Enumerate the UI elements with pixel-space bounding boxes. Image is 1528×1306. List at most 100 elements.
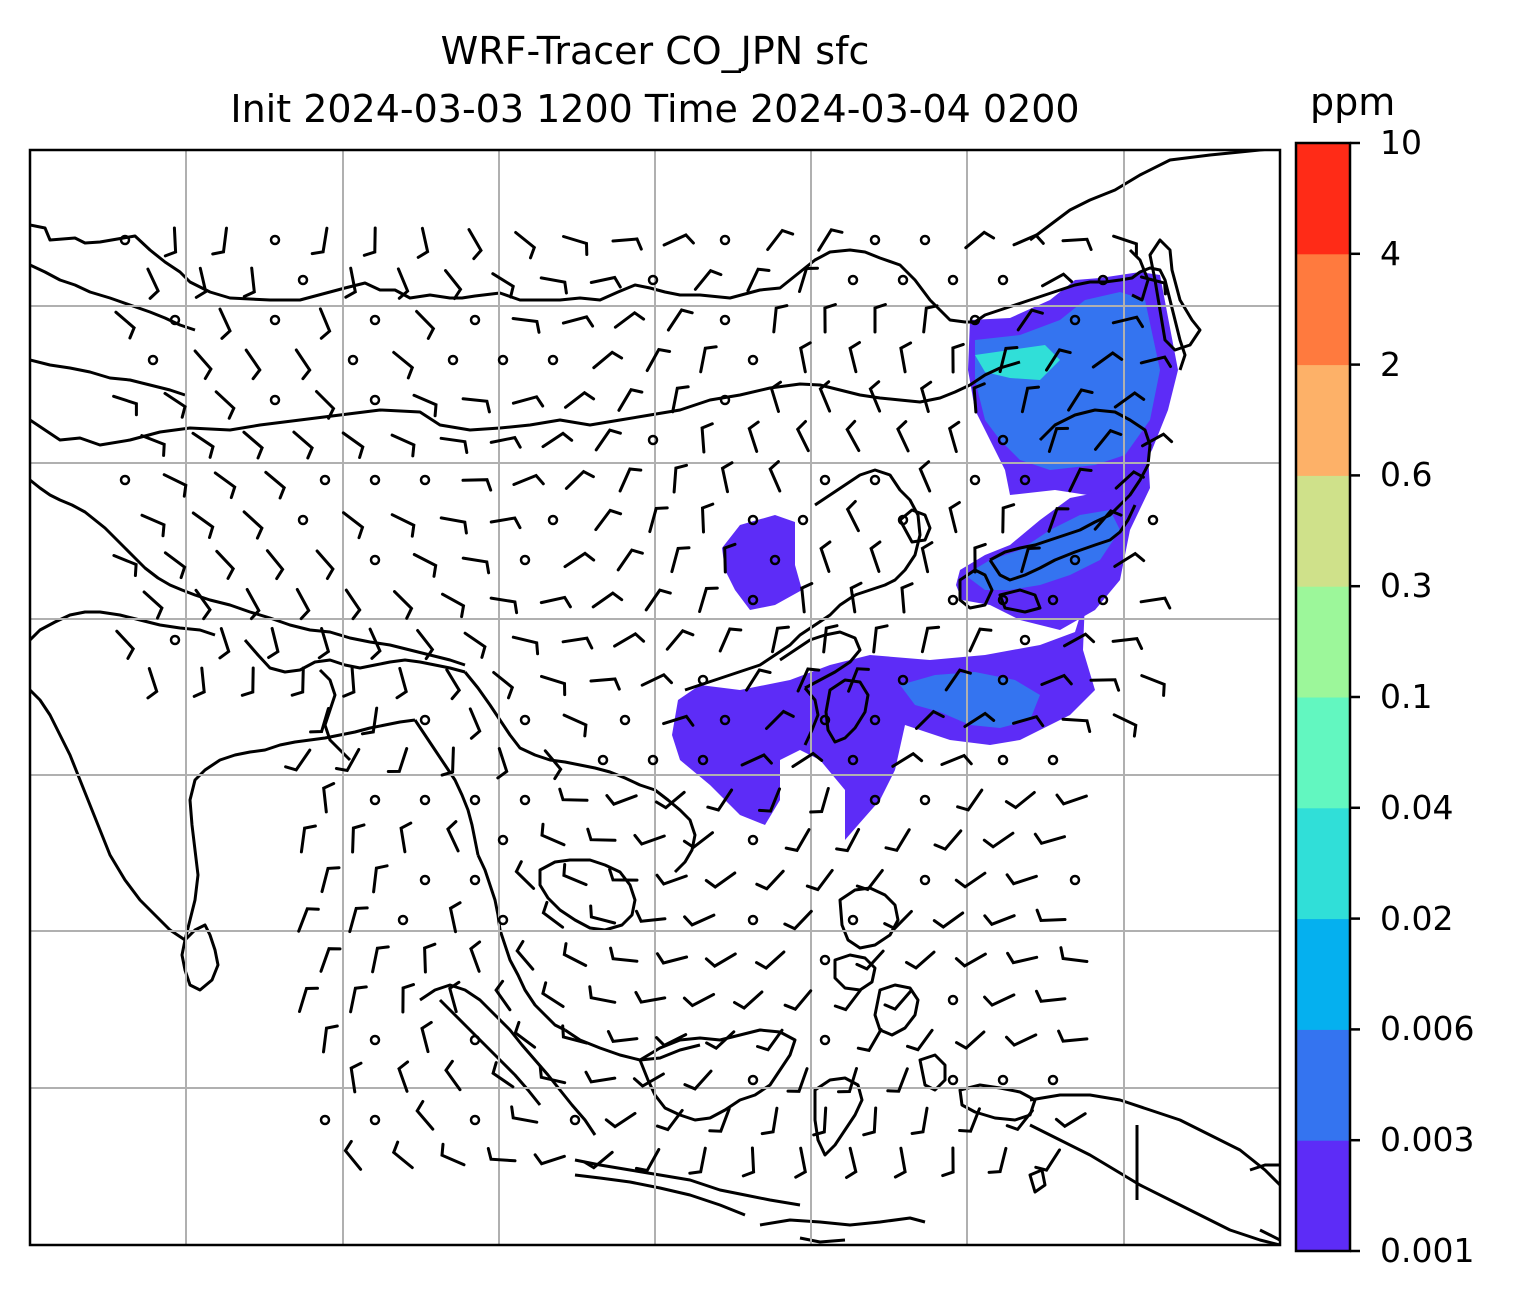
wind-barb	[954, 952, 987, 968]
wind-barb	[467, 228, 483, 261]
calm-wind-marker	[169, 314, 181, 326]
calm-wind-marker	[847, 754, 859, 766]
wind-barb	[1067, 388, 1094, 412]
wind-barb	[632, 1072, 665, 1088]
colorbar-tick-label: 2	[1380, 344, 1401, 384]
wind-barb	[745, 668, 772, 692]
wind-barb	[932, 911, 965, 929]
wind-barb	[445, 668, 462, 701]
wind-barb	[1139, 275, 1167, 296]
wind-barb	[644, 588, 672, 612]
wind-barb	[698, 586, 719, 613]
calm-wind-marker	[869, 234, 881, 246]
wind-barb	[700, 422, 714, 454]
wind-barb	[896, 420, 910, 453]
wind-barb	[415, 309, 436, 340]
wind-barb	[562, 713, 588, 738]
wind-barb	[415, 1100, 435, 1131]
wind-barb	[683, 1069, 713, 1091]
wind-barb	[444, 269, 463, 301]
wind-barb	[1139, 355, 1172, 368]
wind-barb	[634, 1148, 661, 1173]
wind-barb	[758, 787, 781, 813]
colorbar-segment	[1296, 364, 1350, 476]
wind-barb	[448, 901, 462, 934]
calm-wind-marker	[719, 314, 731, 326]
wind-barb	[720, 461, 734, 494]
wind-barb	[264, 470, 286, 500]
colorbar-tick-label: 0.6	[1380, 455, 1433, 495]
calm-wind-marker	[997, 594, 1009, 606]
wind-barb	[163, 226, 178, 258]
wind-barb	[461, 397, 491, 414]
calm-wind-marker	[369, 394, 381, 406]
wind-barb	[645, 347, 672, 372]
calm-wind-marker	[369, 794, 381, 806]
wind-barb	[446, 820, 460, 853]
wind-barb	[469, 940, 482, 973]
wind-barb	[541, 431, 574, 449]
wind-barb	[515, 940, 535, 971]
calm-wind-marker	[497, 834, 509, 846]
wind-barb	[940, 753, 973, 766]
wind-barb	[140, 434, 166, 457]
wind-barb	[539, 595, 572, 609]
wind-barb	[588, 985, 617, 1004]
calm-wind-marker	[469, 1034, 481, 1046]
wind-barb	[114, 310, 136, 340]
wind-barb	[1045, 348, 1072, 372]
wind-barb	[954, 871, 987, 889]
wind-barb	[140, 513, 166, 538]
wind-barb	[448, 980, 461, 1014]
wind-barb	[883, 910, 913, 931]
wind-barb	[265, 549, 285, 581]
wind-barb	[891, 751, 924, 768]
wind-barb	[1061, 717, 1092, 733]
colorbar-tick-label: 0.003	[1380, 1120, 1475, 1160]
wind-barb	[968, 627, 993, 653]
wind-barb	[837, 1067, 858, 1094]
calm-wind-marker	[1097, 274, 1109, 286]
wind-barb	[910, 1106, 929, 1135]
calm-wind-marker	[569, 1114, 581, 1126]
wind-barb	[611, 237, 643, 251]
wind-barb	[1016, 308, 1044, 332]
wind-barb	[1001, 503, 1016, 534]
calm-wind-marker	[369, 554, 381, 566]
calm-wind-marker	[719, 394, 731, 406]
wind-barb	[1004, 791, 1036, 810]
wind-barb	[494, 979, 512, 1012]
wind-barb	[309, 707, 330, 734]
wind-barb	[919, 380, 933, 413]
wind-barb	[983, 993, 1016, 1007]
wind-barb	[705, 1030, 736, 1051]
wind-barb	[706, 788, 734, 812]
wind-barb	[665, 629, 695, 651]
calm-wind-marker	[1019, 634, 1031, 646]
wind-barb	[510, 1105, 539, 1124]
calm-wind-marker	[947, 994, 959, 1006]
wind-barb	[390, 513, 416, 538]
wind-barb	[618, 467, 643, 493]
wind-barb	[1140, 674, 1166, 697]
wind-barb	[561, 315, 595, 328]
calm-wind-marker	[1019, 474, 1031, 486]
calm-wind-marker	[119, 234, 131, 246]
wind-barb	[540, 674, 567, 697]
colorbar-segment	[1296, 807, 1350, 920]
wind-barb	[372, 864, 389, 894]
wind-barb	[1035, 989, 1067, 1003]
calm-wind-marker	[769, 554, 781, 566]
wind-barb	[817, 228, 844, 252]
coastlines	[30, 150, 1280, 1245]
wind-barb	[987, 1146, 1008, 1174]
wind-barb	[492, 671, 515, 700]
wind-barb	[541, 900, 565, 929]
wind-barb	[755, 869, 785, 891]
wind-barb	[194, 588, 212, 621]
colorbar-tick-label: 0.1	[1380, 677, 1433, 716]
calm-wind-marker	[819, 474, 831, 486]
plume-southchina	[672, 600, 1095, 840]
wind-barb	[112, 394, 138, 417]
wind-barb	[511, 395, 545, 408]
